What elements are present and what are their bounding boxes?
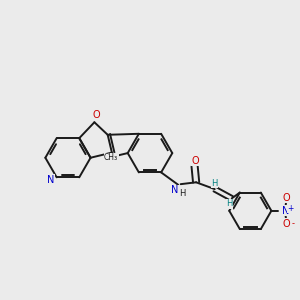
Text: -: - [291,219,294,228]
Text: N: N [47,175,55,185]
Text: O: O [92,110,100,121]
Text: H: H [212,179,218,188]
Text: +: + [288,204,294,213]
Text: O: O [192,156,199,166]
Text: O: O [283,219,290,229]
Text: N: N [171,185,179,195]
Text: N: N [282,206,289,216]
Text: N: N [111,154,118,164]
Text: O: O [282,193,290,203]
Text: H: H [179,189,185,198]
Text: H: H [226,200,232,208]
Text: CH₃: CH₃ [104,153,118,162]
